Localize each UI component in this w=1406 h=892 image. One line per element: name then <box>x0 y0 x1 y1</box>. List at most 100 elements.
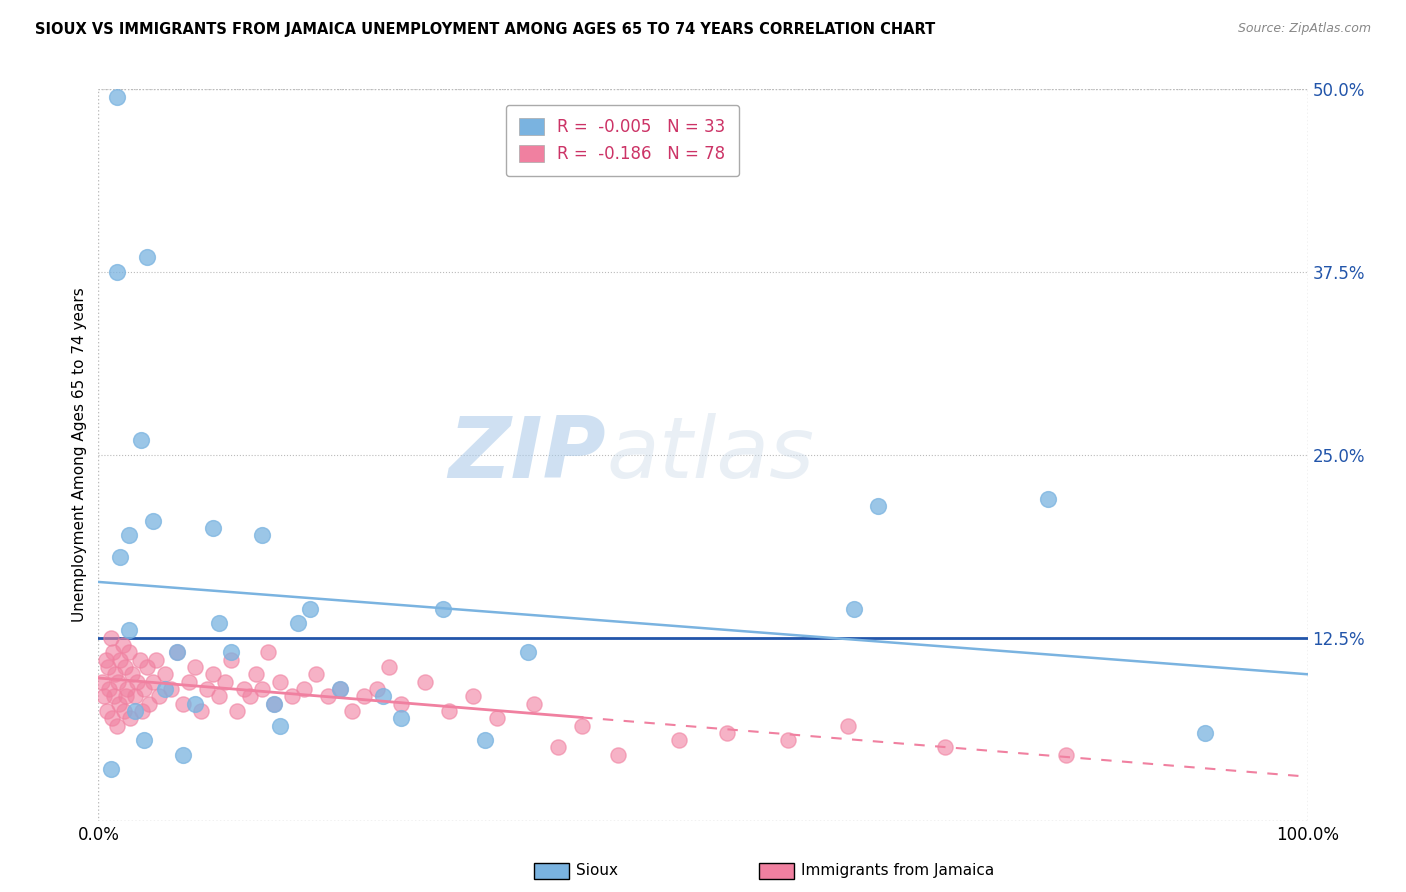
Point <box>263 697 285 711</box>
Point <box>160 681 183 696</box>
Point <box>117 681 139 696</box>
Point <box>190 704 212 718</box>
Point <box>716 726 738 740</box>
Point <box>214 674 236 689</box>
Point <box>112 704 135 718</box>
Point <box>135 251 157 265</box>
Point <box>547 740 569 755</box>
Point <box>142 514 165 528</box>
Point <box>105 89 128 103</box>
Text: ZIP: ZIP <box>449 413 606 497</box>
Point <box>105 718 128 732</box>
Point <box>389 697 412 711</box>
Point <box>105 265 128 279</box>
Legend: R =  -0.005   N = 33, R =  -0.186   N = 78: R = -0.005 N = 33, R = -0.186 N = 78 <box>506 105 740 177</box>
Point <box>202 521 225 535</box>
Point <box>292 681 315 696</box>
Point <box>668 733 690 747</box>
Point <box>100 763 122 777</box>
Point <box>195 681 218 696</box>
Point <box>389 711 412 725</box>
Text: Source: ZipAtlas.com: Source: ZipAtlas.com <box>1237 22 1371 36</box>
Point <box>101 645 124 659</box>
Point <box>142 674 165 689</box>
Point <box>91 674 114 689</box>
Point <box>108 697 131 711</box>
Point <box>413 674 436 689</box>
Point <box>1194 726 1216 740</box>
Text: Immigrants from Jamaica: Immigrants from Jamaica <box>801 863 994 878</box>
Point <box>153 681 176 696</box>
Point <box>250 528 273 542</box>
Point <box>1036 491 1059 506</box>
Point <box>108 550 131 565</box>
Point <box>377 660 399 674</box>
Point <box>305 667 328 681</box>
Point <box>96 704 118 718</box>
Point <box>129 434 152 448</box>
Point <box>1054 747 1077 762</box>
Point <box>226 704 249 718</box>
Point <box>124 704 146 718</box>
Point <box>108 653 131 667</box>
Point <box>607 747 630 762</box>
Point <box>184 660 207 674</box>
Point <box>166 645 188 659</box>
Point <box>371 690 394 704</box>
Point <box>103 690 125 704</box>
Point <box>118 528 141 542</box>
Point <box>329 681 352 696</box>
Point <box>184 697 207 711</box>
Point <box>153 667 176 681</box>
Point <box>179 674 201 689</box>
Point <box>353 690 375 704</box>
Point <box>221 645 243 659</box>
Point <box>98 681 121 696</box>
Point <box>437 704 460 718</box>
Text: Sioux: Sioux <box>576 863 619 878</box>
Point <box>135 660 157 674</box>
Point <box>250 681 273 696</box>
Point <box>100 711 122 725</box>
Point <box>128 653 150 667</box>
Point <box>118 645 141 659</box>
Point <box>287 616 309 631</box>
Point <box>232 681 254 696</box>
Point <box>463 690 485 704</box>
Point <box>114 660 136 674</box>
Point <box>138 697 160 711</box>
Point <box>148 690 170 704</box>
Point <box>263 697 285 711</box>
Point <box>134 681 156 696</box>
Point <box>776 733 799 747</box>
Point <box>202 667 225 681</box>
Point <box>127 674 149 689</box>
Point <box>474 733 496 747</box>
Point <box>316 690 339 704</box>
Point <box>329 681 352 696</box>
Point <box>172 747 194 762</box>
Point <box>208 616 231 631</box>
Point <box>934 740 956 755</box>
Point <box>571 718 593 732</box>
Point <box>118 711 141 725</box>
Point <box>145 653 167 667</box>
Point <box>131 704 153 718</box>
Point <box>94 653 117 667</box>
Text: SIOUX VS IMMIGRANTS FROM JAMAICA UNEMPLOYMENT AMONG AGES 65 TO 74 YEARS CORRELAT: SIOUX VS IMMIGRANTS FROM JAMAICA UNEMPLO… <box>35 22 935 37</box>
Point <box>432 601 454 615</box>
Point <box>124 690 146 704</box>
Y-axis label: Unemployment Among Ages 65 to 74 years: Unemployment Among Ages 65 to 74 years <box>72 287 87 623</box>
Text: atlas: atlas <box>606 413 814 497</box>
Point <box>269 674 291 689</box>
Point <box>111 638 134 652</box>
Point <box>166 645 188 659</box>
Point <box>172 697 194 711</box>
Point <box>868 499 890 513</box>
Point <box>486 711 509 725</box>
Point <box>97 660 120 674</box>
Point <box>342 704 364 718</box>
Point <box>208 690 231 704</box>
Point <box>245 667 267 681</box>
Point <box>844 601 866 615</box>
